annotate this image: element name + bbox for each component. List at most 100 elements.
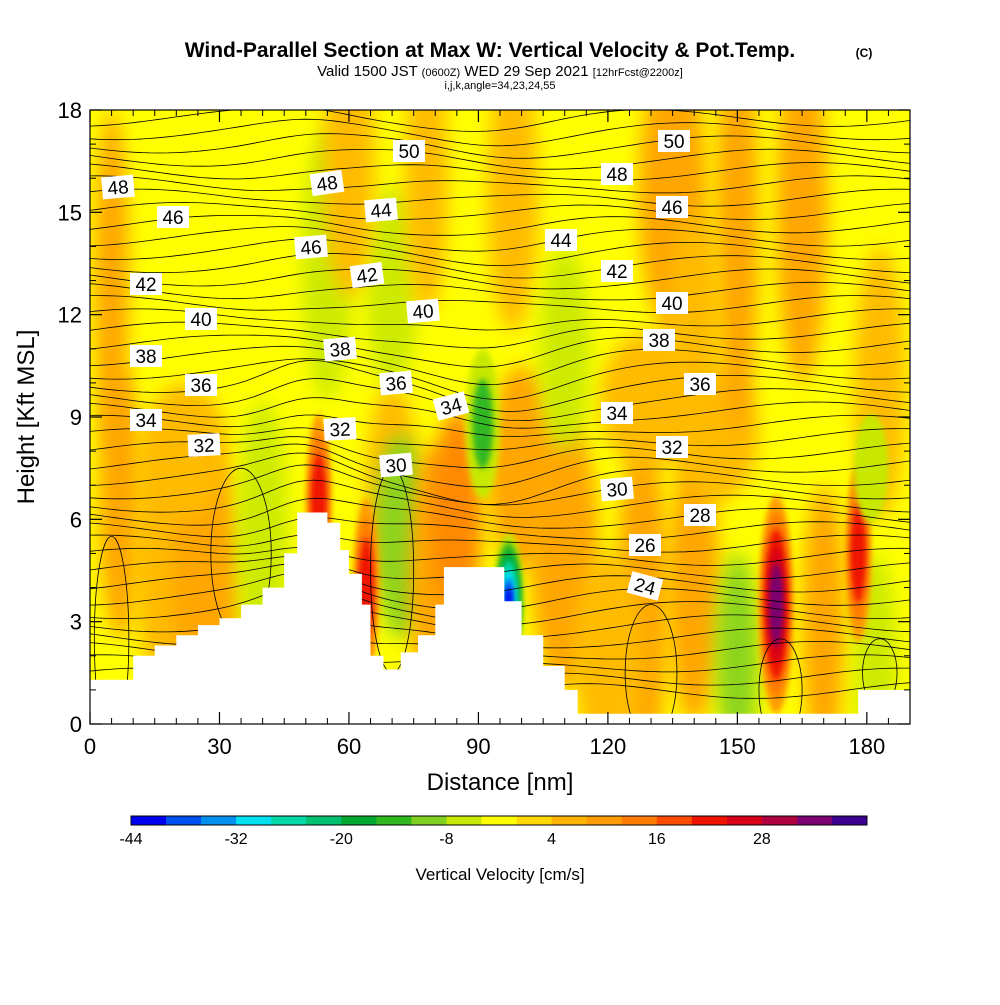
colorbar-tick-label: -44 bbox=[119, 831, 142, 848]
pot-temp-label: 48 bbox=[101, 174, 135, 200]
pot-temp-contour bbox=[90, 358, 910, 400]
vv-feature-level bbox=[853, 413, 889, 523]
colorbar-swatch bbox=[341, 816, 377, 825]
pot-temp-label: 40 bbox=[656, 292, 688, 315]
x-tick-label: 0 bbox=[84, 734, 96, 759]
x-tick-label: 150 bbox=[719, 734, 756, 759]
pot-temp-contour bbox=[90, 118, 910, 147]
pot-temp-label: 42 bbox=[130, 273, 162, 296]
pot-temp-label-text: 30 bbox=[385, 455, 408, 478]
pot-temp-label-bg bbox=[379, 452, 413, 478]
pot-temp-label: 24 bbox=[626, 571, 664, 601]
vv-patch bbox=[802, 485, 846, 724]
pot-temp-label-text: 40 bbox=[190, 310, 211, 331]
pot-temp-label: 44 bbox=[545, 229, 577, 252]
pot-temp-label-bg bbox=[185, 308, 217, 330]
pot-temp-contour bbox=[90, 479, 910, 518]
pot-temp-label-bg bbox=[626, 571, 664, 601]
pot-temp-label-bg bbox=[379, 370, 413, 396]
pot-temp-contour bbox=[90, 110, 910, 132]
colorbar-swatch bbox=[691, 816, 728, 825]
vv-patch bbox=[668, 212, 721, 417]
pot-temp-label: 48 bbox=[309, 169, 345, 197]
x-tick-label: 120 bbox=[590, 734, 627, 759]
pot-temp-label-text: 32 bbox=[329, 419, 351, 441]
x-axis-label: Distance [nm] bbox=[427, 769, 574, 796]
subtitle-forecast: [12hrFcst@2200z] bbox=[593, 67, 683, 79]
pot-temp-contour bbox=[90, 443, 910, 488]
pot-temp-label-text: 46 bbox=[162, 208, 183, 229]
pot-temp-contour bbox=[90, 414, 910, 438]
colorbar-tick-label: -8 bbox=[439, 831, 453, 848]
pot-temp-label-text: 40 bbox=[412, 301, 435, 324]
pot-temp-contour bbox=[90, 516, 910, 540]
pot-temp-label-bg bbox=[656, 292, 688, 314]
pot-temp-contour bbox=[90, 547, 910, 566]
pot-temp-label: 36 bbox=[379, 370, 413, 396]
pot-temp-label-bg bbox=[323, 417, 357, 441]
pot-temp-label-bg bbox=[601, 163, 633, 185]
pot-temp-contour bbox=[90, 215, 910, 236]
colorbar-tick-label: -20 bbox=[330, 831, 353, 848]
y-tick-label: 15 bbox=[58, 200, 82, 225]
pot-temp-label: 42 bbox=[601, 260, 633, 283]
colorbar-swatch bbox=[726, 816, 763, 825]
vertical-velocity-field bbox=[94, 110, 906, 724]
pot-temp-label-bg bbox=[643, 329, 675, 351]
pot-temp-label-text: 34 bbox=[135, 411, 157, 432]
colorbar-tick-label: 4 bbox=[547, 831, 556, 848]
y-tick-label: 18 bbox=[58, 98, 82, 123]
pot-temp-label-text: 30 bbox=[606, 479, 629, 502]
colorbar-swatch bbox=[306, 816, 342, 825]
vv-feature-level bbox=[853, 523, 863, 584]
x-tick-label: 90 bbox=[466, 734, 490, 759]
pot-temp-label: 28 bbox=[684, 504, 716, 527]
pot-temp-label: 32 bbox=[323, 417, 357, 442]
pot-temp-label: 30 bbox=[379, 452, 413, 478]
pot-temp-label: 46 bbox=[157, 206, 189, 229]
pot-temp-label-text: 42 bbox=[355, 265, 379, 289]
pot-temp-label-bg bbox=[101, 174, 135, 200]
colorbar-tick-label: 16 bbox=[648, 831, 666, 848]
colorbar-swatch bbox=[831, 816, 868, 825]
colorbar-swatch bbox=[446, 816, 482, 825]
pot-temp-contour bbox=[90, 308, 910, 331]
pot-temp-label-bg bbox=[545, 229, 577, 251]
pot-temp-label-bg bbox=[684, 504, 716, 526]
pot-temp-label: 42 bbox=[349, 261, 385, 289]
pot-temp-label-text: 48 bbox=[606, 165, 627, 186]
pot-temp-label: 40 bbox=[406, 298, 440, 324]
chart-title-badge: (C) bbox=[856, 46, 873, 60]
pot-temp-label-text: 42 bbox=[135, 275, 156, 296]
pot-temp-label: 44 bbox=[364, 197, 398, 223]
pot-temp-label-bg bbox=[294, 234, 328, 260]
pot-temp-contour bbox=[90, 188, 910, 207]
pot-temp-label: 46 bbox=[294, 234, 328, 260]
x-tick-label: 60 bbox=[337, 734, 361, 759]
colorbar-swatch bbox=[411, 816, 447, 825]
pot-temp-label-text: 26 bbox=[634, 536, 655, 557]
pot-temp-contour bbox=[90, 321, 910, 349]
pot-temp-label-bg bbox=[629, 534, 661, 556]
colorbar-swatch bbox=[481, 816, 518, 825]
pot-temp-label-bg bbox=[309, 169, 345, 197]
pot-temp-contour bbox=[624, 604, 678, 724]
x-tick-label: 30 bbox=[207, 734, 231, 759]
pot-temp-label: 26 bbox=[629, 534, 661, 557]
pot-temp-label: 34 bbox=[601, 402, 633, 425]
colorbar-frame bbox=[130, 815, 868, 826]
vv-feature-level bbox=[361, 557, 371, 618]
subtitle-utc: (0600Z) bbox=[422, 67, 461, 79]
y-tick-label: 0 bbox=[70, 712, 82, 737]
colorbar-swatch bbox=[761, 816, 798, 825]
vv-patch bbox=[715, 110, 759, 434]
pot-temp-label-bg bbox=[349, 261, 385, 289]
pot-temp-label: 50 bbox=[393, 140, 425, 163]
y-tick-label: 6 bbox=[70, 507, 82, 532]
pot-temp-label-text: 36 bbox=[385, 373, 408, 396]
colorbar-swatch bbox=[376, 816, 412, 825]
pot-temp-contour bbox=[90, 201, 910, 220]
pot-temp-contour bbox=[90, 162, 910, 181]
